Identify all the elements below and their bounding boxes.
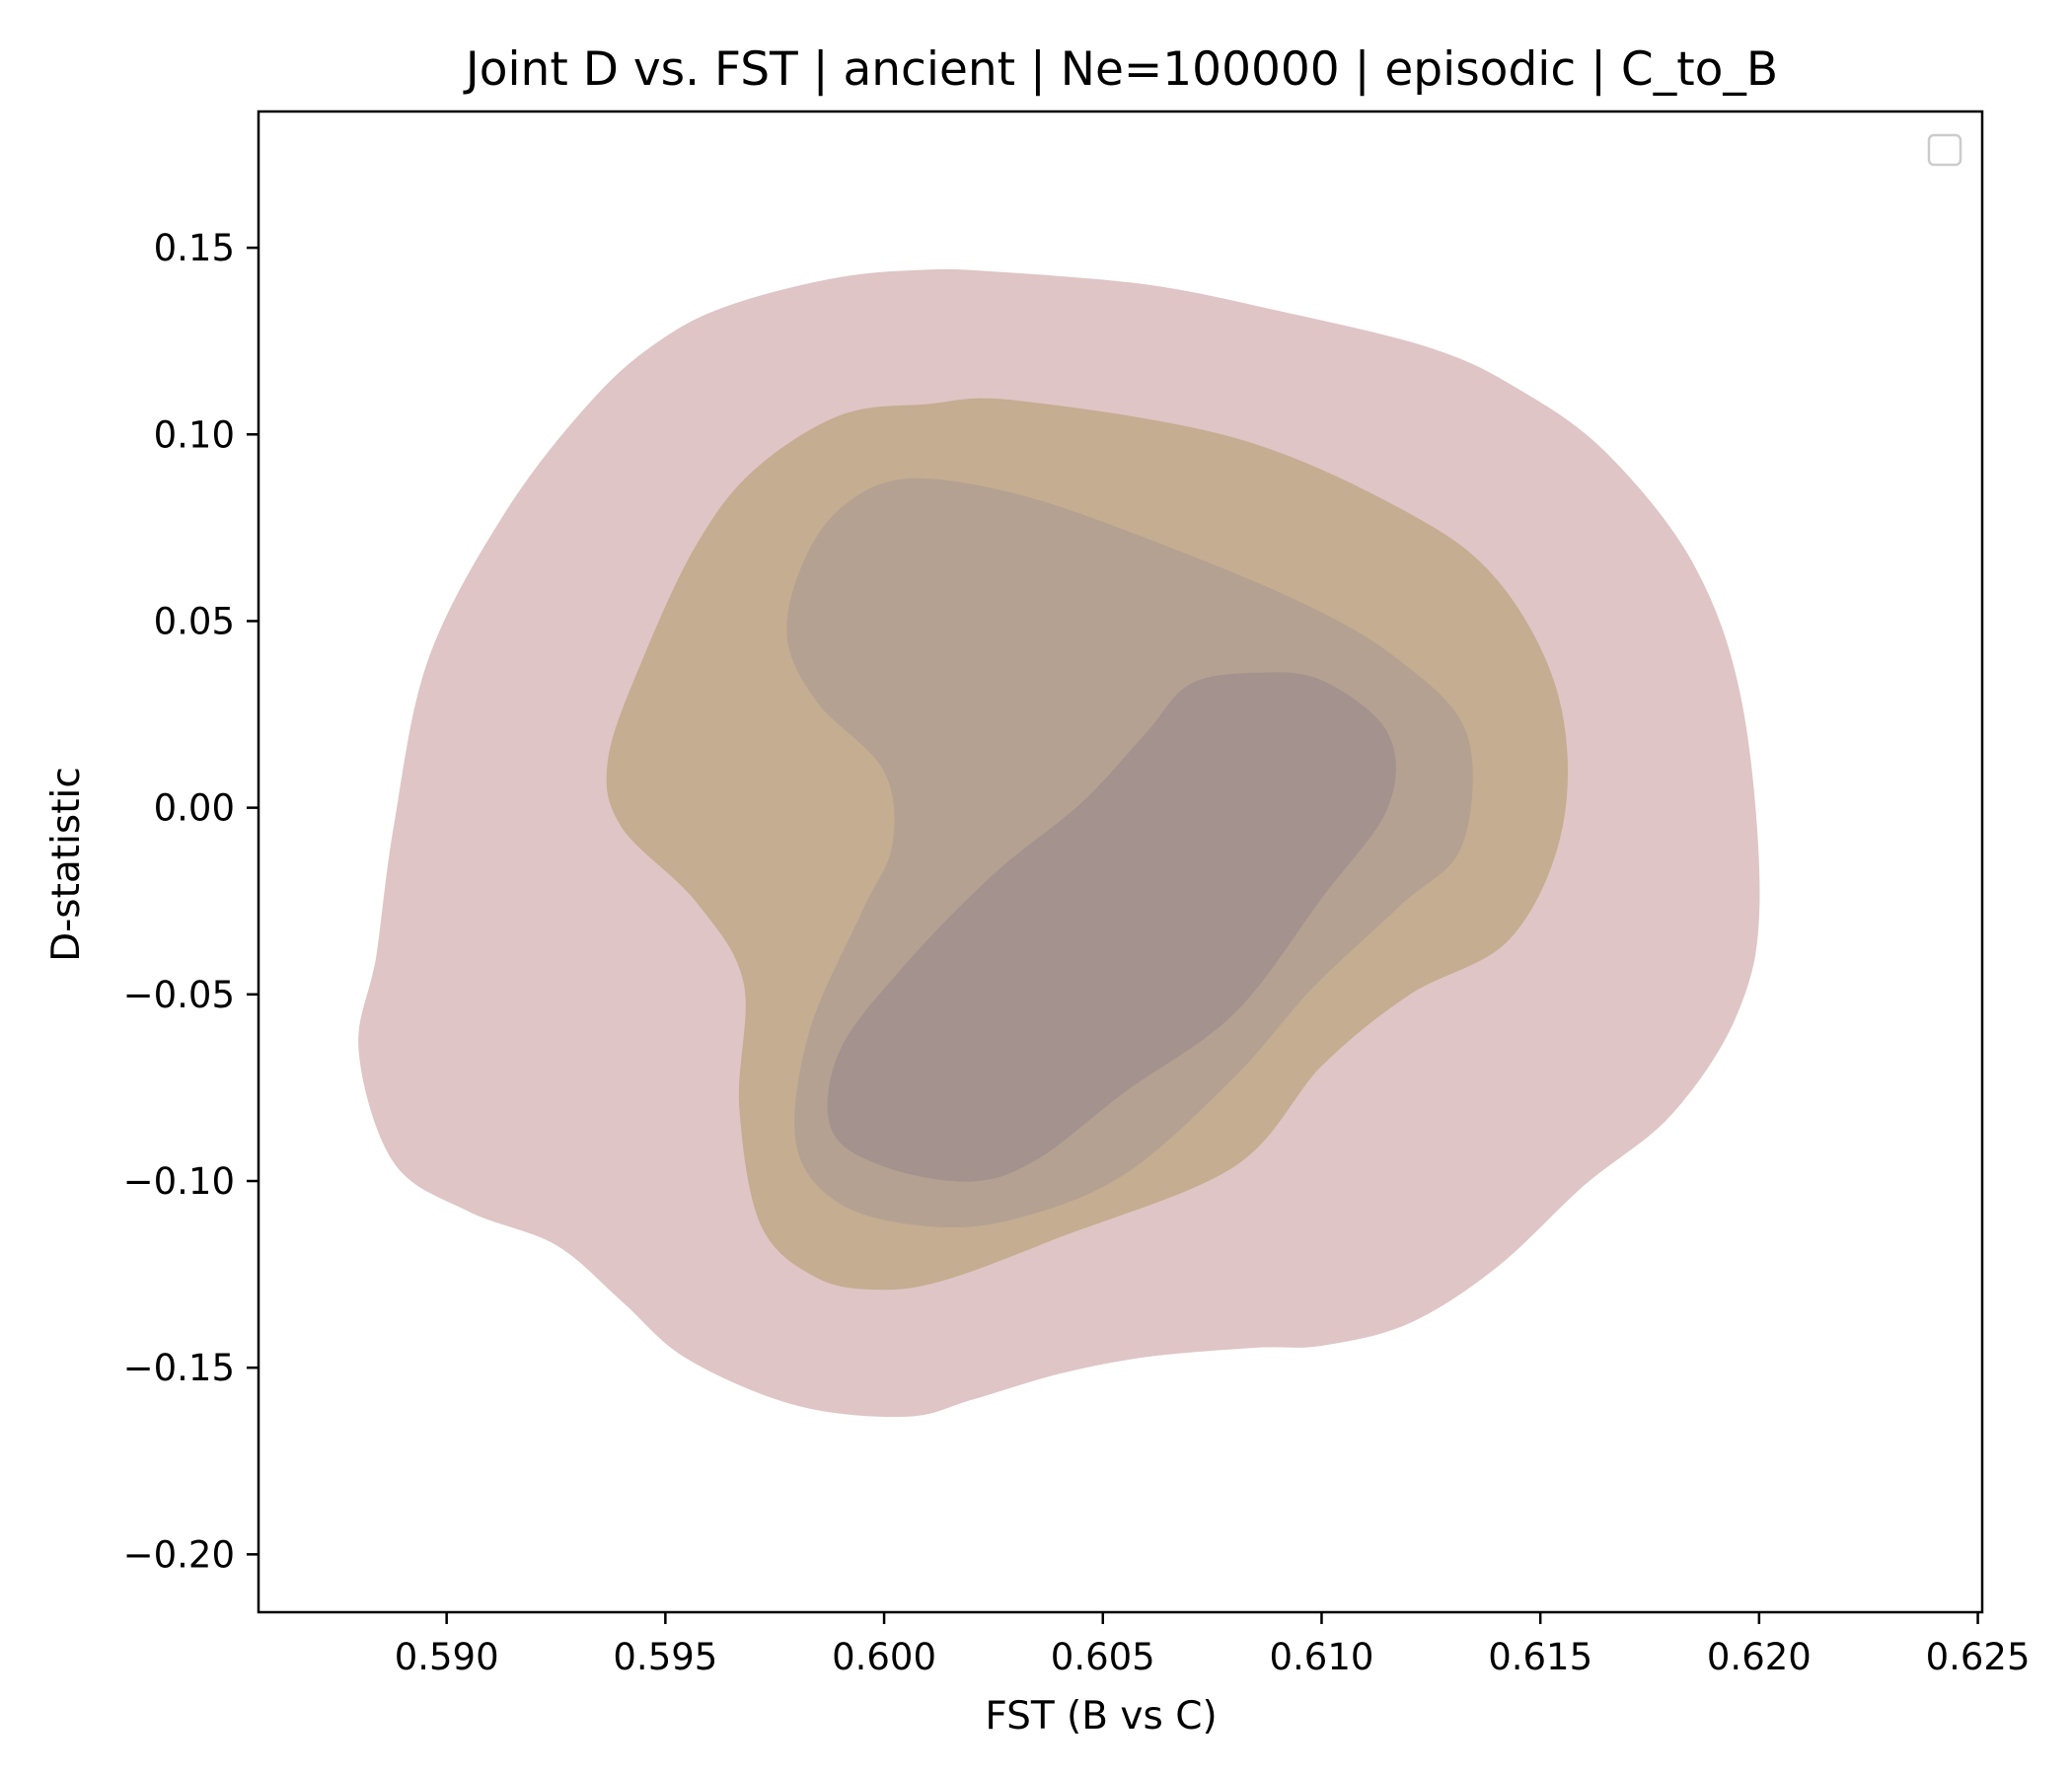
- x-axis-ticks: 0.590 0.595 0.600 0.605 0.610 0.615 0.620 0.625: [395, 1612, 2031, 1678]
- y-tick-label: 0.05: [154, 600, 235, 642]
- y-tick-label: −0.10: [123, 1160, 235, 1203]
- x-tick-label: 0.605: [1051, 1636, 1155, 1678]
- x-tick-label: 0.625: [1926, 1636, 2031, 1678]
- legend-box: [1927, 133, 1962, 167]
- x-tick-label: 0.590: [395, 1636, 499, 1678]
- x-tick-label: 0.595: [613, 1636, 717, 1678]
- y-tick-label: 0.10: [154, 413, 235, 456]
- y-tick-label: −0.05: [123, 974, 235, 1016]
- x-axis-label: FST (B vs C): [985, 1694, 1217, 1739]
- y-tick-label: 0.15: [154, 227, 235, 269]
- y-axis-ticks: 0.15 0.10 0.05 0.00 −0.05 −0.10 −0.15 −0.20: [123, 227, 259, 1576]
- contour-layers: [358, 268, 1760, 1418]
- y-tick-label: −0.20: [123, 1533, 235, 1576]
- y-axis-label: D-statistic: [44, 767, 89, 962]
- chart-title: Joint D vs. FST | ancient | Ne=100000 | …: [463, 42, 1778, 97]
- x-tick-label: 0.610: [1269, 1636, 1373, 1678]
- x-tick-label: 0.620: [1707, 1636, 1812, 1678]
- inner-contour: [827, 672, 1396, 1182]
- plot-frame: [257, 110, 1984, 1614]
- x-tick-label: 0.615: [1488, 1636, 1592, 1678]
- y-tick-label: 0.00: [154, 787, 235, 830]
- x-tick-label: 0.600: [832, 1636, 936, 1678]
- legend: [1927, 133, 1962, 167]
- y-tick-label: −0.15: [123, 1347, 235, 1389]
